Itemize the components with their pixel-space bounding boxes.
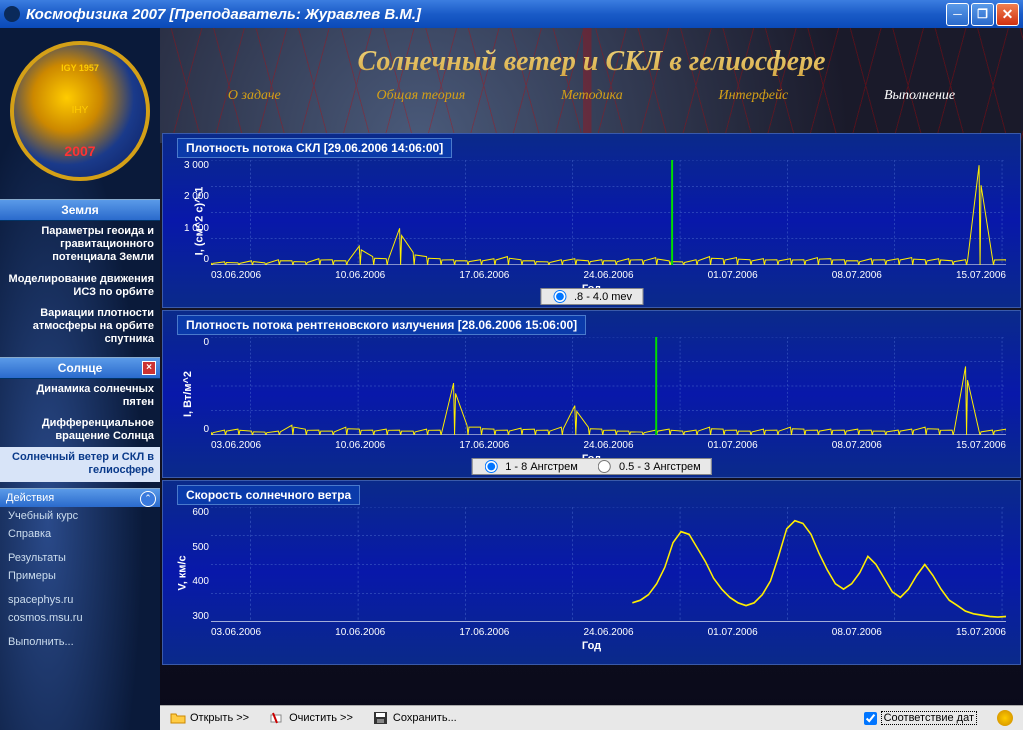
sidebar-link[interactable]: Результаты <box>0 549 160 567</box>
close-button[interactable]: ✕ <box>996 3 1019 26</box>
main-tab[interactable]: Общая теория <box>377 88 466 104</box>
eraser-icon <box>269 711 285 725</box>
chart-title: Плотность потока рентгеновского излучени… <box>177 315 586 335</box>
sidebar-link[interactable]: cosmos.msu.ru <box>0 609 160 627</box>
sidebar-link[interactable]: spacephys.ru <box>0 591 160 609</box>
maximize-button[interactable]: ❐ <box>971 3 994 26</box>
sidebar-item[interactable]: Параметры геоида и гравитационного потен… <box>0 221 160 269</box>
date-match-checkbox[interactable]: Соответствие дат <box>864 711 977 725</box>
chart-range-control[interactable]: .8 - 4.0 mev <box>540 288 643 305</box>
main-content: Солнечный ветер и СКЛ в гелиосфере О зад… <box>160 28 1023 730</box>
clear-button[interactable]: Очистить >> <box>269 711 353 725</box>
chart-title: Плотность потока СКЛ [29.06.2006 14:06:0… <box>177 138 452 158</box>
main-tab[interactable]: Интерфейс <box>718 88 788 104</box>
sidebar-item[interactable]: Динамика солнечных пятен <box>0 379 160 413</box>
main-tab[interactable]: О задаче <box>228 88 281 104</box>
main-tabs: О задаче Общая теория Методика Интерфейс Вып… <box>160 88 1023 112</box>
bottom-toolbar: Открыть >> Очистить >> Сохранить... Соот… <box>160 705 1023 730</box>
chart-panel: Плотность потока рентгеновского излучени… <box>162 310 1021 478</box>
open-button[interactable]: Открыть >> <box>170 711 249 725</box>
sidebar-section-header[interactable]: Земля <box>0 199 160 221</box>
main-tab[interactable]: Выполнение <box>884 88 955 104</box>
sidebar-link[interactable]: Справка <box>0 525 160 543</box>
chart-title: Скорость солнечного ветра <box>177 485 360 505</box>
chart-panel: Скорость солнечного ветраV, км/с60050040… <box>162 480 1021 665</box>
sidebar-link[interactable]: Учебный курс <box>0 507 160 525</box>
save-button[interactable]: Сохранить... <box>373 711 457 725</box>
chart-range-control[interactable]: 1 - 8 Ангстрем 0.5 - 3 Ангстрем <box>471 458 711 475</box>
sidebar: IGY 1957 IHY 2007 ЗемляПараметры геоида … <box>0 28 160 730</box>
sidebar-section-header[interactable]: Солнце× <box>0 357 160 379</box>
page-title: Солнечный ветер и СКЛ в гелиосфере <box>160 28 1023 88</box>
window-titlebar: Космофизика 2007 [Преподаватель: Журавле… <box>0 0 1023 28</box>
chart-panel: Плотность потока СКЛ [29.06.2006 14:06:0… <box>162 133 1021 308</box>
minimize-button[interactable]: ─ <box>946 3 969 26</box>
app-icon <box>4 6 20 22</box>
sidebar-item[interactable]: Моделирование движения ИСЗ по орбите <box>0 269 160 303</box>
main-tab[interactable]: Методика <box>561 88 623 104</box>
sidebar-item[interactable]: Дифференциальное вращение Солнца <box>0 413 160 447</box>
globe-icon[interactable] <box>997 710 1013 726</box>
close-icon[interactable]: × <box>142 361 156 375</box>
sidebar-item[interactable]: Солнечный ветер и СКЛ в гелиосфере <box>0 447 160 481</box>
sidebar-link[interactable]: Выполнить... <box>0 633 160 651</box>
window-title: Космофизика 2007 [Преподаватель: Журавле… <box>26 6 946 23</box>
logo: IGY 1957 IHY 2007 <box>0 28 160 193</box>
sidebar-link[interactable]: Примеры <box>0 567 160 585</box>
floppy-disk-icon <box>373 711 389 725</box>
folder-open-icon <box>170 711 186 725</box>
sidebar-item[interactable]: Вариации плотности атмосферы на орбите с… <box>0 303 160 351</box>
sidebar-actions-header[interactable]: Действия ⌃ <box>0 488 160 507</box>
chevron-up-icon[interactable]: ⌃ <box>140 491 156 507</box>
